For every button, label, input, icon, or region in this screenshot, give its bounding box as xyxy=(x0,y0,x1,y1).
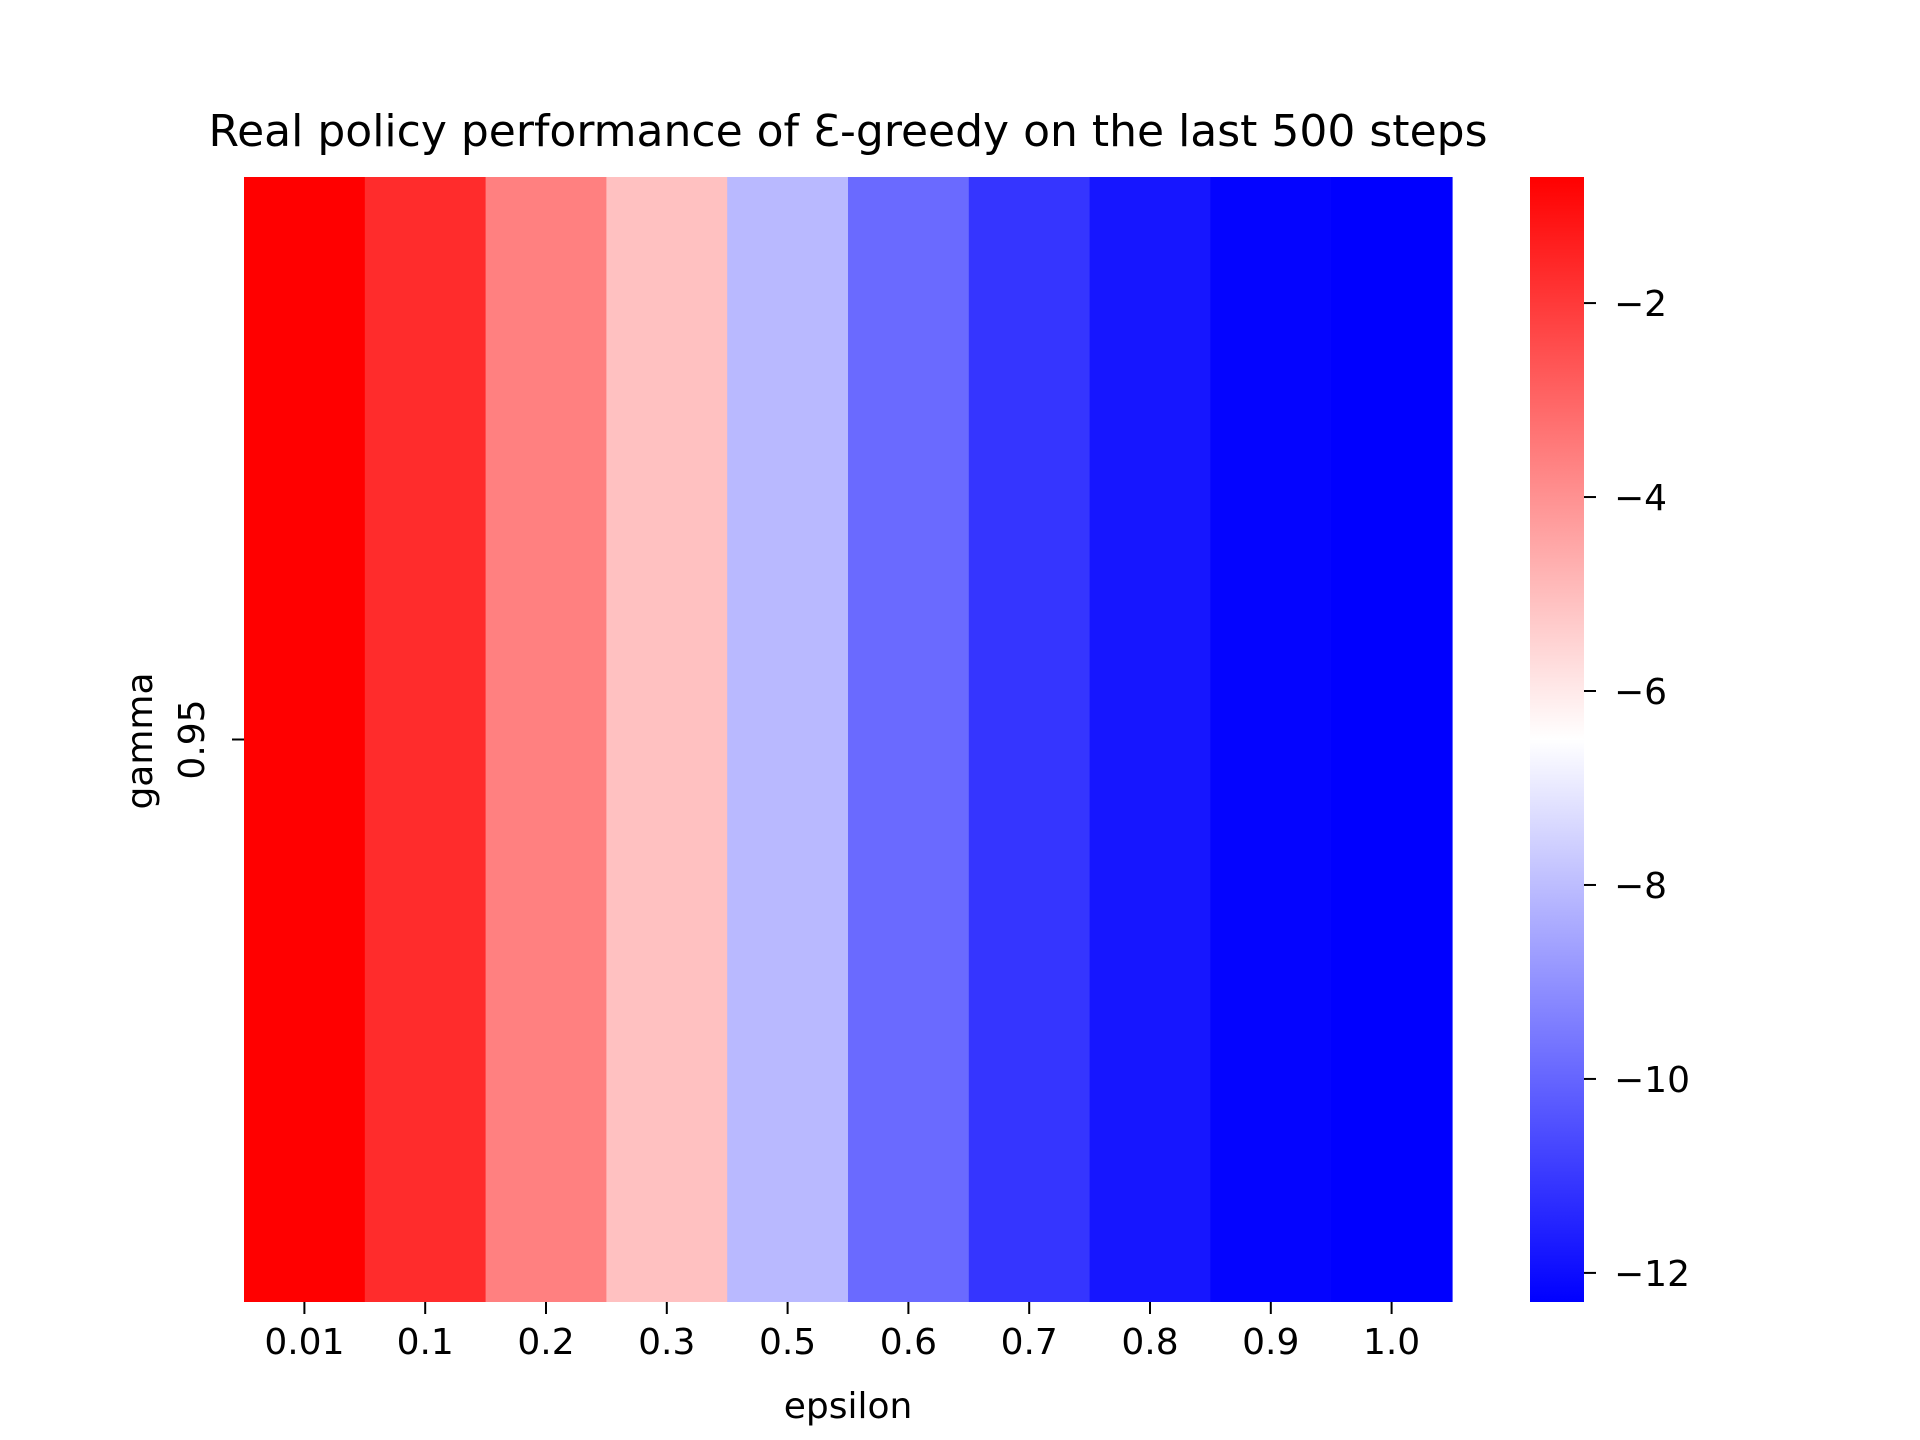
heatmap-cell xyxy=(606,177,728,1302)
x-tick-label: 1.0 xyxy=(1363,1322,1420,1363)
heatmap-cell xyxy=(1331,177,1453,1302)
heatmap-cell xyxy=(485,177,607,1302)
heatmap-cell xyxy=(244,177,366,1302)
colorbar-tick-label: −12 xyxy=(1614,1254,1690,1295)
heatmap-cell xyxy=(364,177,487,1302)
heatmap-cell xyxy=(1210,177,1332,1302)
colorbar-ticks: −2 −4 −6 −8 −10 −12 xyxy=(1584,284,1690,1295)
x-tick-label: 0.6 xyxy=(880,1322,937,1363)
heatmap-cell xyxy=(848,177,970,1302)
x-tick-label: 0.3 xyxy=(638,1322,695,1363)
heatmap-cells xyxy=(244,177,1453,1302)
heatmap-cell xyxy=(727,177,849,1302)
x-tick-label: 0.9 xyxy=(1242,1322,1299,1363)
x-axis-ticks: 0.01 0.1 0.2 0.3 0.5 0.6 0.7 0.8 0.9 1.0 xyxy=(264,1302,1420,1363)
x-tick-label: 0.8 xyxy=(1121,1322,1178,1363)
chart-title: Real policy performance of Ɛ-greedy on t… xyxy=(209,106,1488,157)
colorbar-tick-label: −2 xyxy=(1614,284,1667,325)
y-tick-label: 0.95 xyxy=(172,699,213,779)
x-axis-label: epsilon xyxy=(784,1386,913,1427)
y-axis-label: gamma xyxy=(120,672,161,809)
heatmap-cell xyxy=(1089,177,1211,1302)
colorbar-tick-label: −6 xyxy=(1614,672,1667,713)
x-tick-label: 0.01 xyxy=(264,1322,344,1363)
x-tick-label: 0.5 xyxy=(759,1322,816,1363)
x-tick-label: 0.2 xyxy=(517,1322,574,1363)
x-tick-label: 0.1 xyxy=(397,1322,454,1363)
colorbar-tick-label: −8 xyxy=(1614,866,1667,907)
colorbar xyxy=(1530,177,1584,1302)
colorbar-tick-label: −10 xyxy=(1614,1060,1690,1101)
x-tick-label: 0.7 xyxy=(1001,1322,1058,1363)
heatmap-cell xyxy=(968,177,1091,1302)
y-axis-ticks: 0.95 xyxy=(172,699,244,780)
colorbar-tick-label: −4 xyxy=(1614,478,1667,519)
